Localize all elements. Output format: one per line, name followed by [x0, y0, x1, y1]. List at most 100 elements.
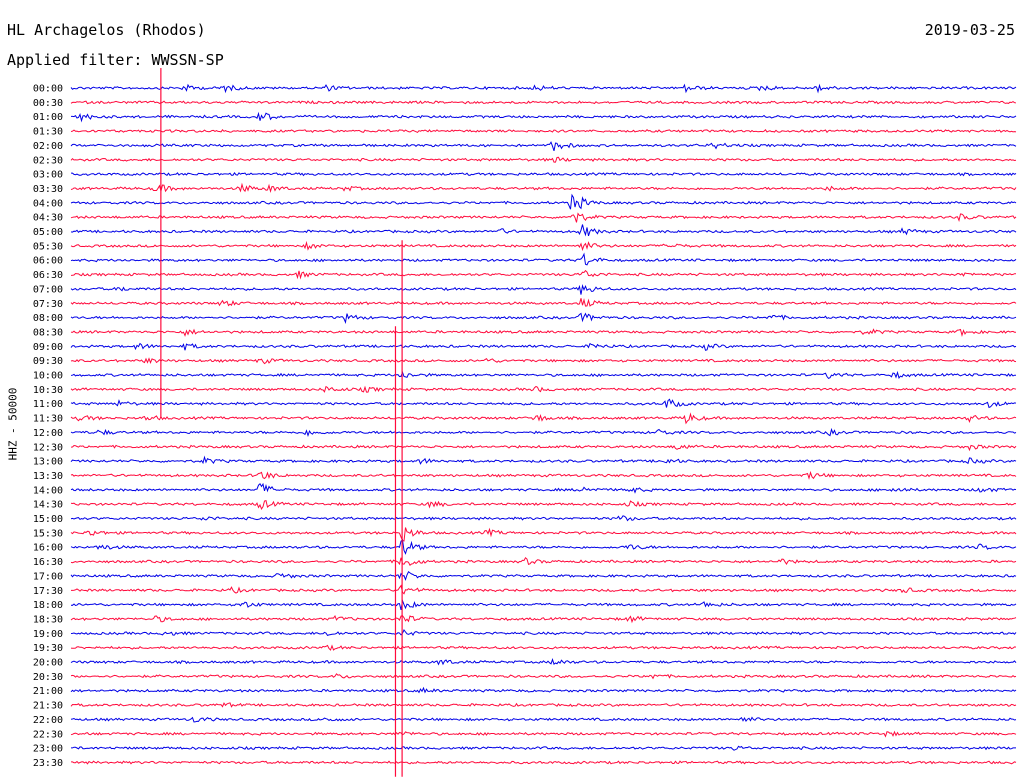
time-tick-label: 23:00: [33, 744, 63, 755]
time-tick-label: 00:30: [33, 98, 63, 109]
time-tick-label: 03:30: [33, 184, 63, 195]
trace-line: [70, 470, 1017, 480]
time-tick-label: 01:00: [33, 112, 63, 123]
trace-line: [70, 730, 1017, 738]
trace-line: [70, 240, 1017, 252]
time-tick-label: 05:00: [33, 227, 63, 238]
trace-line: [70, 455, 1017, 465]
time-tick-label: 08:30: [33, 327, 63, 338]
time-tick-label: 12:00: [33, 428, 63, 439]
trace-line: [70, 252, 1017, 266]
time-tick-label: 23:30: [33, 758, 63, 769]
time-tick-label: 06:00: [33, 256, 63, 267]
trace-line: [70, 83, 1017, 94]
trace-line: [70, 100, 1017, 105]
time-tick-label: 16:30: [33, 557, 63, 568]
time-tick-label: 18:00: [33, 600, 63, 611]
date-label: 2019-03-25: [924, 21, 1015, 39]
time-tick-label: 11:00: [33, 399, 63, 410]
trace-line: [70, 342, 1017, 351]
trace-line: [70, 193, 1017, 210]
trace-line: [71, 584, 1017, 595]
time-tick-label: 20:30: [33, 672, 63, 683]
trace-line: [70, 686, 1017, 694]
time-tick-label: 19:30: [33, 643, 63, 654]
trace-line: [70, 557, 1017, 566]
time-tick-label: 18:30: [33, 614, 63, 625]
trace-line: [70, 527, 1017, 542]
trace-line: [71, 745, 1016, 751]
time-tick-label: 13:30: [33, 471, 63, 482]
time-tick-label: 10:00: [33, 371, 63, 382]
trace-line: [70, 156, 1017, 163]
trace-line: [70, 129, 1017, 134]
time-tick-label: 22:30: [33, 729, 63, 740]
trace-line: [70, 224, 1017, 237]
time-tick-label: 19:00: [33, 629, 63, 640]
trace-line: [70, 357, 1017, 365]
trace-line: [71, 111, 1017, 123]
time-tick-label: 04:30: [33, 213, 63, 224]
trace-line: [70, 298, 1017, 307]
time-tick-label: 14:00: [33, 485, 63, 496]
time-tick-label: 17:00: [33, 571, 63, 582]
trace-line: [70, 598, 1017, 611]
time-tick-label: 06:30: [33, 270, 63, 281]
trace-line: [70, 629, 1017, 636]
trace-line: [70, 673, 1017, 680]
time-tick-label: 00:00: [33, 84, 63, 95]
trace-line: [70, 141, 1017, 152]
time-tick-label: 11:30: [33, 414, 63, 425]
time-tick-label: 16:00: [33, 543, 63, 554]
time-tick-label: 09:00: [33, 342, 63, 353]
trace-line: [71, 760, 1017, 765]
trace-line: [70, 269, 1017, 280]
trace-line: [70, 427, 1017, 437]
time-tick-label: 20:00: [33, 658, 63, 669]
trace-line: [70, 644, 1017, 651]
trace-line: [70, 571, 1017, 581]
trace-line: [71, 172, 1017, 177]
time-tick-label: 09:30: [33, 356, 63, 367]
trace-line: [70, 499, 1017, 510]
trace-line: [70, 658, 1017, 666]
time-tick-label: 05:30: [33, 241, 63, 252]
time-tick-label: 12:30: [33, 442, 63, 453]
time-tick-label: 01:30: [33, 127, 63, 138]
time-tick-label: 02:30: [33, 155, 63, 166]
time-tick-label: 21:00: [33, 686, 63, 697]
trace-line: [70, 212, 1017, 223]
trace-line: [70, 538, 1017, 555]
time-tick-label: 04:00: [33, 198, 63, 209]
time-tick-label: 08:00: [33, 313, 63, 324]
time-tick-label: 07:00: [33, 284, 63, 295]
trace-line: [70, 328, 1016, 337]
trace-line: [70, 284, 1017, 295]
trace-line: [70, 614, 1017, 624]
trace-line: [70, 515, 1017, 522]
trace-line: [70, 312, 1017, 325]
trace-line: [70, 385, 1017, 393]
time-tick-label: 15:30: [33, 528, 63, 539]
time-tick-label: 21:30: [33, 701, 63, 712]
trace-line: [70, 412, 1017, 425]
filter-label: Applied filter: WWSSN-SP: [7, 51, 224, 69]
time-tick-label: 02:00: [33, 141, 63, 152]
time-tick-label: 10:30: [33, 385, 63, 396]
trace-line: [70, 182, 1017, 193]
time-tick-label: 03:00: [33, 170, 63, 181]
trace-line: [70, 398, 1017, 409]
time-tick-label: 14:30: [33, 500, 63, 511]
time-tick-label: 15:00: [33, 514, 63, 525]
trace-line: [70, 444, 1017, 452]
trace-line: [70, 482, 1017, 494]
time-tick-label: 22:00: [33, 715, 63, 726]
time-tick-label: 07:30: [33, 299, 63, 310]
station-title: HL Archagelos (Rhodos): [7, 21, 206, 39]
trace-line: [70, 370, 1017, 380]
trace-line: [70, 716, 1017, 723]
time-tick-label: 13:00: [33, 457, 63, 468]
time-tick-label: 17:30: [33, 586, 63, 597]
